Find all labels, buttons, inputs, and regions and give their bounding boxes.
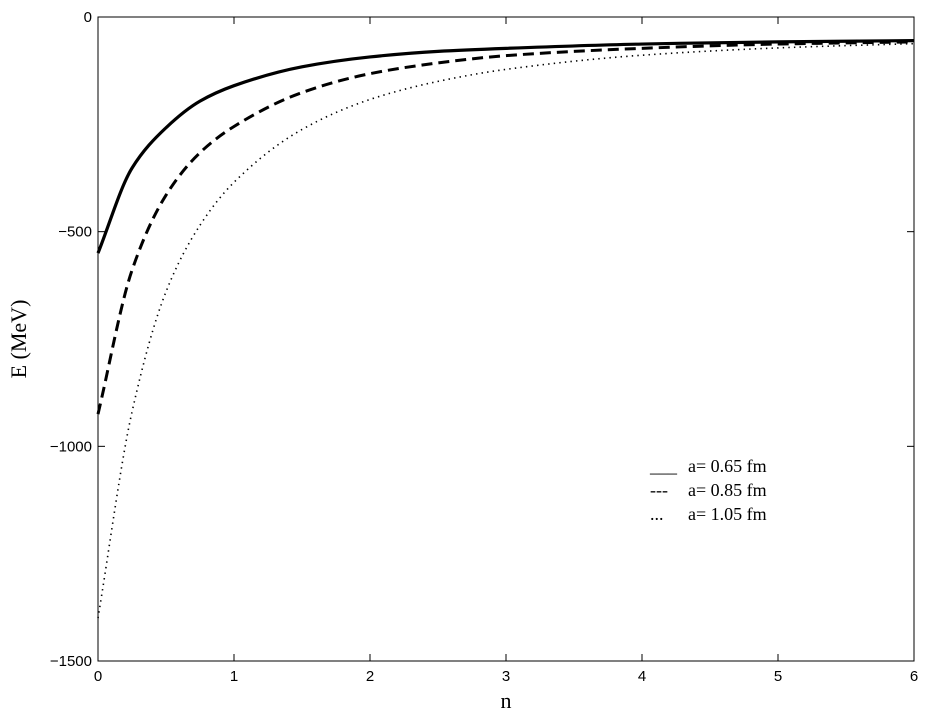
legend-marker-dashed: --- <box>650 480 668 500</box>
x-tick-label: 2 <box>366 668 374 685</box>
series-line-dashed <box>96 40 915 415</box>
y-tick-label: −1000 <box>50 438 92 455</box>
x-tick-label: 4 <box>638 668 646 685</box>
legend-marker-dotted: ... <box>650 504 664 524</box>
legend-marker-solid: ___ <box>649 456 678 476</box>
plot-frame <box>97 16 915 662</box>
x-tick-label: 5 <box>774 668 782 685</box>
x-tick-label: 1 <box>230 668 238 685</box>
legend-label: a= 0.85 fm <box>688 480 767 500</box>
plot-curves <box>96 39 915 619</box>
x-axis-label: n <box>501 688 512 713</box>
legend-label: a= 0.65 fm <box>688 456 767 476</box>
y-tick-label: 0 <box>84 9 92 26</box>
y-tick-label: −1500 <box>50 653 92 670</box>
series-line-dotted <box>97 42 915 619</box>
legend: ___ a= 0.65 fm --- a= 0.85 fm... a= 1.05 fm <box>649 456 767 524</box>
series-line-solid <box>96 39 915 254</box>
y-axis-ticks: 0 −500 −1000 −1500 <box>50 9 914 670</box>
x-axis-ticks: 0 1 2 3 4 5 6 <box>94 17 918 685</box>
y-tick-label: −500 <box>58 224 92 241</box>
y-axis-label: E (MeV) <box>6 300 31 379</box>
x-tick-label: 0 <box>94 668 102 685</box>
legend-label: a= 1.05 fm <box>688 504 767 524</box>
x-tick-label: 3 <box>502 668 510 685</box>
x-tick-label: 6 <box>910 668 918 685</box>
